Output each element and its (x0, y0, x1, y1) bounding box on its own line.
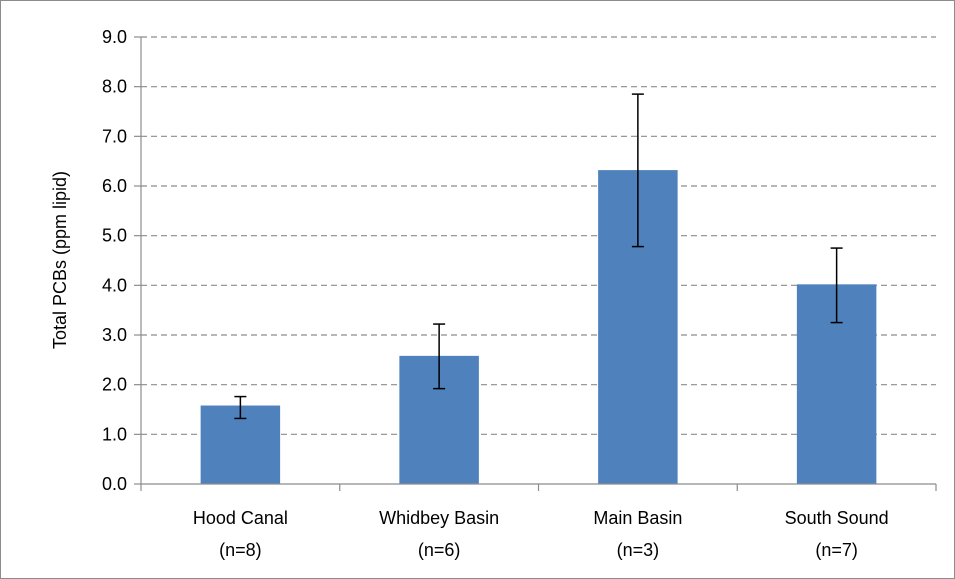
y-axis-title: Total PCBs (ppm lipid) (50, 171, 70, 349)
axes (134, 36, 937, 491)
x-category-labels: Hood Canal (n=8) Whidbey Basin (n=6) Main Ba… (193, 508, 889, 560)
y-tick-label: 4.0 (102, 275, 127, 295)
x-category-sample-size: (n=3) (617, 540, 660, 560)
x-category-label: Main Basin (593, 508, 682, 528)
y-tick-label: 8.0 (102, 77, 127, 97)
y-tick-label: 2.0 (102, 375, 127, 395)
x-category-sample-size: (n=8) (219, 540, 262, 560)
x-category-sample-size: (n=7) (815, 540, 858, 560)
x-category-label: Hood Canal (193, 508, 288, 528)
y-tick-label: 7.0 (102, 126, 127, 146)
x-category-label: South Sound (785, 508, 889, 528)
y-tick-label: 5.0 (102, 226, 127, 246)
bars (200, 170, 877, 484)
error-bars (234, 93, 843, 420)
y-tick-labels: 0.0 1.0 2.0 3.0 4.0 5.0 6.0 7.0 8.0 9.0 (102, 27, 127, 494)
y-tick-label: 1.0 (102, 424, 127, 444)
x-category-sample-size: (n=6) (418, 540, 461, 560)
y-tick-label: 3.0 (102, 325, 127, 345)
y-tick-label: 9.0 (102, 27, 127, 47)
x-category-label: Whidbey Basin (379, 508, 499, 528)
y-tick-label: 0.0 (102, 474, 127, 494)
y-tick-label: 6.0 (102, 176, 127, 196)
